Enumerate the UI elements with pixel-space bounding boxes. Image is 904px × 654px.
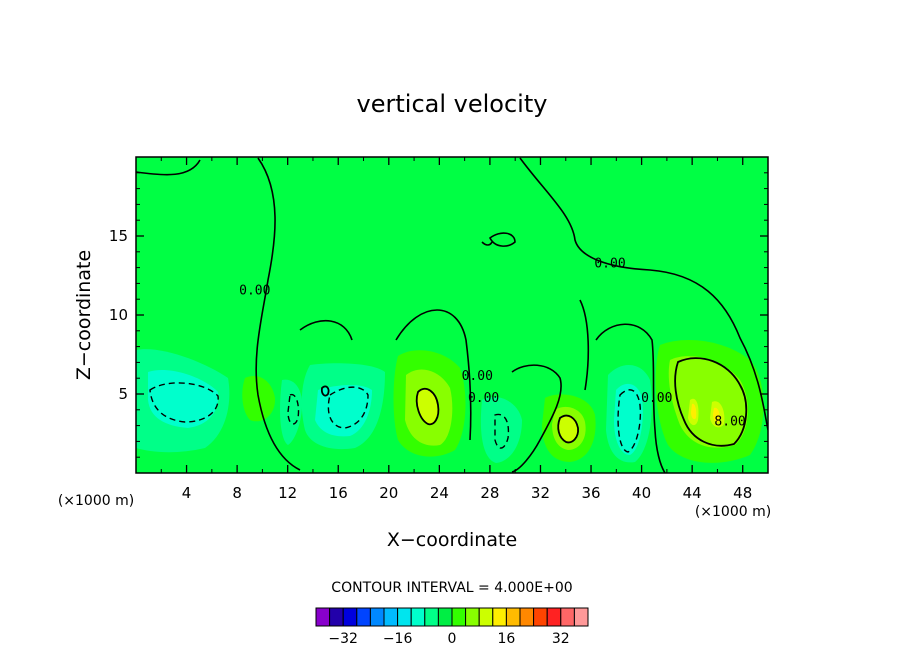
- colorbar-swatch: [342, 607, 358, 627]
- contour-region-positive: [668, 356, 748, 448]
- contour-region-positive: [558, 415, 579, 443]
- colorbar-swatch: [465, 607, 480, 627]
- y-tick-label: 5: [118, 385, 128, 403]
- contour-label: 0.00: [468, 391, 499, 406]
- colorbar-swatch: [383, 607, 399, 627]
- colorbar-swatch: [546, 607, 562, 627]
- x-tick-label: 4: [182, 484, 192, 502]
- contour-labels: 0.00 0.00 0.00 0.00 0.00 8.00: [239, 257, 746, 430]
- y-tick-label: 15: [109, 227, 128, 245]
- contour-region-negative: [614, 383, 643, 455]
- zero-contours: [136, 157, 768, 473]
- x-tick-label: 40: [632, 484, 651, 502]
- chart-title: vertical velocity: [357, 90, 548, 118]
- colorbar-swatch: [369, 607, 385, 627]
- contour-label: 0.00: [594, 257, 625, 272]
- colorbar-swatch: [410, 607, 426, 627]
- colorbar-swatch: [505, 607, 521, 627]
- colorbar-swatch: [315, 607, 331, 627]
- colorbar-tick-label: 16: [497, 631, 515, 647]
- contour-interval-label: CONTOUR INTERVAL = 4.000E+00: [331, 580, 572, 596]
- colorbar-swatch: [437, 607, 453, 627]
- colorbar-tick-label: −16: [383, 631, 413, 647]
- colorbar-swatch: [329, 607, 344, 627]
- colorbar-tick-label: −32: [328, 631, 358, 647]
- contour-region-negative: [148, 370, 219, 428]
- x-unit-left: (×1000 m): [58, 493, 134, 509]
- colorbar-swatch: [492, 607, 507, 627]
- colorbar-swatch: [573, 607, 589, 627]
- x-unit-right: (×1000 m): [695, 504, 771, 520]
- x-tick-label: 20: [379, 484, 398, 502]
- contour-field: [136, 157, 768, 473]
- x-tick-label: 44: [683, 484, 702, 502]
- colorbar-swatch: [356, 607, 371, 627]
- x-tick-label: 32: [531, 484, 550, 502]
- x-tick-label: 24: [430, 484, 449, 502]
- contour-region-negative: [480, 396, 522, 463]
- contour-region-positive: [713, 407, 720, 423]
- colorbar-swatch: [533, 607, 548, 627]
- x-axis-ticks: 4 8 12 16 20 24 28 32 36 40 44 48: [160, 157, 752, 502]
- x-tick-label: 48: [733, 484, 752, 502]
- colorbar-swatch: [451, 607, 467, 627]
- x-axis-label: X−coordinate: [387, 529, 517, 551]
- colorbar: [315, 607, 589, 627]
- contour-label: 0.00: [641, 391, 672, 406]
- y-axis-ticks: 5 10 15: [109, 172, 768, 458]
- positive-contours: [320, 357, 748, 447]
- colorbar-ticks: −32 −16 0 16 32: [328, 631, 569, 647]
- x-tick-label: 28: [480, 484, 499, 502]
- colorbar-swatch: [560, 607, 575, 627]
- x-tick-label: 16: [329, 484, 348, 502]
- contour-label: 0.00: [462, 369, 493, 384]
- y-tick-label: 10: [109, 306, 128, 324]
- x-tick-label: 12: [278, 484, 297, 502]
- contour-label: 0.00: [239, 283, 270, 298]
- x-tick-label: 8: [232, 484, 242, 502]
- colorbar-swatch: [424, 607, 439, 627]
- colorbar-swatch: [397, 607, 412, 627]
- contour-region-positive: [691, 403, 697, 420]
- x-tick-label: 36: [581, 484, 600, 502]
- contour-label: 8.00: [714, 415, 745, 430]
- colorbar-swatch: [478, 607, 494, 627]
- colorbar-swatch: [519, 607, 535, 627]
- negative-contours: [149, 382, 642, 453]
- y-axis-label: Z−coordinate: [73, 250, 95, 380]
- colorbar-tick-label: 32: [552, 631, 570, 647]
- contour-region-positive: [417, 389, 439, 425]
- colorbar-tick-label: 0: [448, 631, 457, 647]
- contour-region-negative: [280, 379, 303, 445]
